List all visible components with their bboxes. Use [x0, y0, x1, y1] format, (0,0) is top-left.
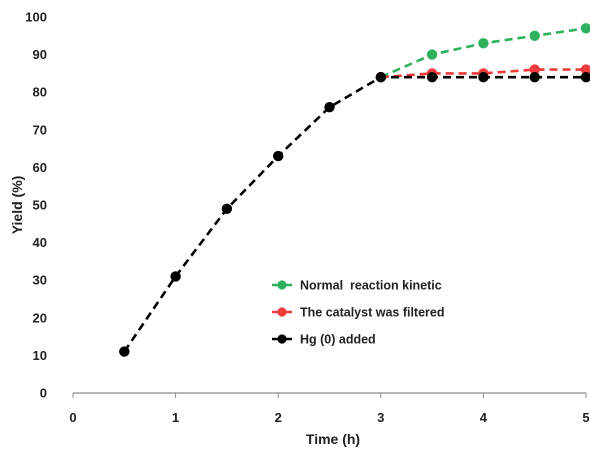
- y-tick-label: 60: [33, 160, 47, 175]
- series-3: [119, 72, 590, 357]
- data-point: [119, 346, 130, 357]
- x-tick-label: 3: [377, 410, 384, 425]
- y-tick-label: 20: [33, 310, 47, 325]
- y-tick-label: 40: [33, 235, 47, 250]
- data-point: [324, 102, 335, 113]
- legend-swatch-marker: [277, 334, 287, 344]
- legend: Normal reaction kinetic The catalyst was …: [272, 279, 445, 347]
- x-tick-label: 2: [275, 410, 282, 425]
- data-point: [478, 72, 489, 83]
- series-layer: [119, 23, 590, 357]
- legend-label: The catalyst was filtered: [300, 306, 445, 320]
- y-tick-label: 90: [33, 47, 47, 62]
- legend-label: Hg (0) added: [300, 333, 376, 347]
- data-point: [426, 49, 438, 60]
- data-point: [478, 38, 489, 49]
- data-point: [580, 72, 590, 83]
- data-point: [529, 30, 540, 41]
- series-line: [380, 68, 586, 79]
- x-axis-title: Time (h): [306, 431, 360, 447]
- data-point: [529, 72, 540, 83]
- y-tick-label: 80: [33, 85, 47, 100]
- x-tick-label: 1: [172, 410, 179, 425]
- legend-item: Hg (0) added: [272, 333, 376, 347]
- series-line: [123, 75, 586, 353]
- y-tick-label: 50: [33, 198, 47, 213]
- y-tick-label: 0: [40, 386, 47, 401]
- legend-item: Normal reaction kinetic: [272, 279, 442, 293]
- x-tick-label: 0: [69, 410, 76, 425]
- legend-label: Normal reaction kinetic: [300, 279, 442, 293]
- data-point: [580, 23, 590, 34]
- data-point: [170, 271, 181, 282]
- legend-swatch-marker: [277, 307, 287, 317]
- y-tick-label: 70: [33, 122, 47, 137]
- legend-swatch-marker: [277, 280, 287, 290]
- y-axis-title: Yield (%): [9, 176, 25, 235]
- y-tick-label: 30: [33, 273, 47, 288]
- axis-titles: Yield (%) Time (h): [9, 176, 360, 447]
- y-tick-label: 10: [33, 348, 47, 363]
- data-point: [426, 72, 438, 83]
- data-point: [221, 203, 233, 214]
- x-tick-label: 5: [582, 410, 589, 425]
- data-point: [580, 64, 590, 75]
- data-point: [375, 72, 386, 83]
- y-tick-label: 100: [25, 10, 47, 25]
- x-tick-label: 4: [480, 410, 488, 425]
- legend-item: The catalyst was filtered: [272, 306, 445, 320]
- data-point: [273, 150, 284, 162]
- data-point: [529, 64, 540, 75]
